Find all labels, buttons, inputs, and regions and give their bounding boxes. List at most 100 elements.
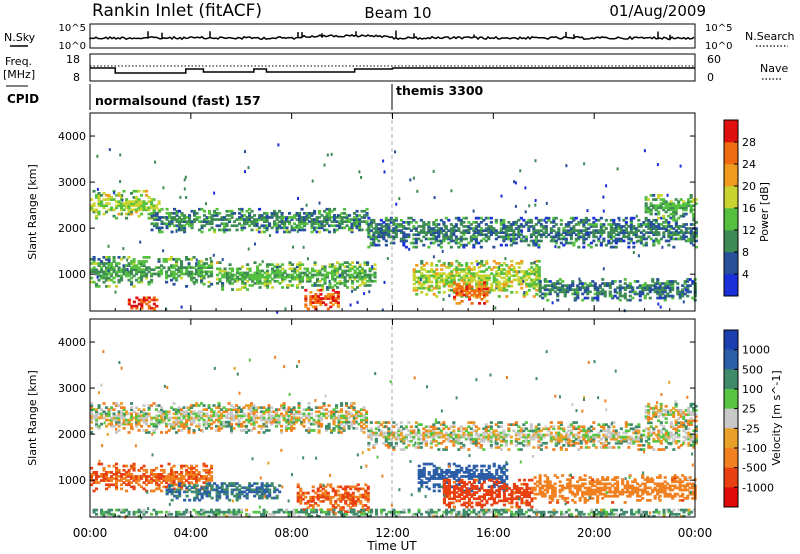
echo-cell xyxy=(547,216,551,220)
echo-cell xyxy=(402,227,406,230)
echo-cell xyxy=(676,290,680,294)
echo-cell xyxy=(303,271,307,275)
echo-cell xyxy=(147,408,151,411)
echo-cell xyxy=(557,235,561,239)
echo-cell xyxy=(140,416,144,420)
echo-cell xyxy=(656,296,660,300)
echo-cell xyxy=(494,444,498,447)
echo-cell xyxy=(271,267,275,271)
power-colorbar-tick-label: 24 xyxy=(742,158,756,171)
echo-cell xyxy=(592,216,596,220)
echo-cell xyxy=(135,424,139,428)
echo-cell xyxy=(298,277,302,281)
echo-cell xyxy=(290,228,294,232)
echo-cell xyxy=(669,227,673,230)
echo-cell xyxy=(175,418,179,422)
echo-cell xyxy=(267,429,271,432)
echo-cell xyxy=(100,262,104,265)
echo-cell xyxy=(369,437,373,441)
echo-cell xyxy=(572,425,576,429)
echo-cell xyxy=(250,228,254,232)
power-colorbar-swatch xyxy=(724,164,738,187)
echo-cell xyxy=(617,237,621,241)
echo-cell xyxy=(624,227,628,230)
echo-cell xyxy=(562,235,566,239)
echo-cell xyxy=(489,421,493,424)
echo-cell xyxy=(442,264,446,267)
echo-cell xyxy=(217,414,221,418)
echo-cell xyxy=(554,444,558,447)
echo-cell xyxy=(394,233,398,237)
echo-speck xyxy=(432,255,435,259)
echo-cell xyxy=(311,301,315,304)
echo-cell xyxy=(268,222,272,226)
echo-cell xyxy=(92,280,96,284)
echo-cell xyxy=(183,224,187,228)
echo-cell xyxy=(210,216,214,219)
echo-cell xyxy=(532,431,536,435)
echo-cell xyxy=(348,273,352,277)
echo-cell xyxy=(305,408,309,411)
echo-cell xyxy=(358,273,362,277)
echo-cell xyxy=(228,277,232,281)
echo-cell xyxy=(424,441,428,445)
echo-cell xyxy=(182,266,186,269)
echo-cell xyxy=(367,433,371,437)
echo-cell xyxy=(326,286,330,289)
echo-cell xyxy=(563,284,567,287)
echo-cell xyxy=(332,429,336,432)
echo-cell xyxy=(225,209,229,213)
echo-speck xyxy=(380,224,383,228)
echo-cell xyxy=(319,288,323,292)
echo-cell xyxy=(654,233,658,237)
echo-cell xyxy=(197,416,201,420)
echo-cell xyxy=(367,429,371,433)
echo-cell xyxy=(559,223,563,226)
echo-cell xyxy=(167,258,171,261)
echo-cell xyxy=(399,237,403,241)
echo-cell xyxy=(356,267,360,271)
echo-cell xyxy=(618,298,622,302)
echo-cell xyxy=(107,412,111,416)
echo-cell xyxy=(266,277,270,281)
echo-cell xyxy=(345,216,349,219)
echo-cell xyxy=(593,288,597,292)
echo-cell xyxy=(317,420,321,424)
echo-cell xyxy=(684,202,688,205)
echo-cell xyxy=(160,418,164,422)
echo-cell xyxy=(417,282,421,286)
echo-cell xyxy=(334,301,338,304)
echo-cell xyxy=(409,431,413,435)
echo-cell xyxy=(435,280,439,284)
echo-cell xyxy=(302,418,306,422)
echo-cell xyxy=(482,218,486,222)
echo-cell xyxy=(563,292,567,296)
echo-cell xyxy=(497,284,501,288)
echo-cell xyxy=(559,421,563,424)
echo-cell xyxy=(298,279,302,283)
echo-cell xyxy=(514,444,518,447)
echo-cell xyxy=(127,302,131,306)
echo-cell xyxy=(454,441,458,445)
echo-cell xyxy=(497,295,501,298)
echo-cell xyxy=(331,293,335,296)
echo-cell xyxy=(499,223,503,226)
echo-cell xyxy=(197,414,201,418)
echo-cell xyxy=(90,404,94,407)
echo-cell xyxy=(682,200,686,203)
echo-cell xyxy=(457,218,461,222)
echo-cell xyxy=(425,270,429,273)
echo-cell xyxy=(188,214,192,217)
echo-cell xyxy=(117,266,121,269)
echo-cell xyxy=(642,229,646,232)
y-tick-label: 4000 xyxy=(58,130,86,143)
echo-cell xyxy=(644,231,648,234)
echo-cell xyxy=(602,237,606,241)
echo-cell xyxy=(150,212,154,215)
echo-cell xyxy=(228,282,232,285)
echo-cell xyxy=(639,231,643,234)
echo-cell xyxy=(327,410,331,414)
echo-cell xyxy=(362,422,366,426)
echo-cell xyxy=(192,431,196,434)
